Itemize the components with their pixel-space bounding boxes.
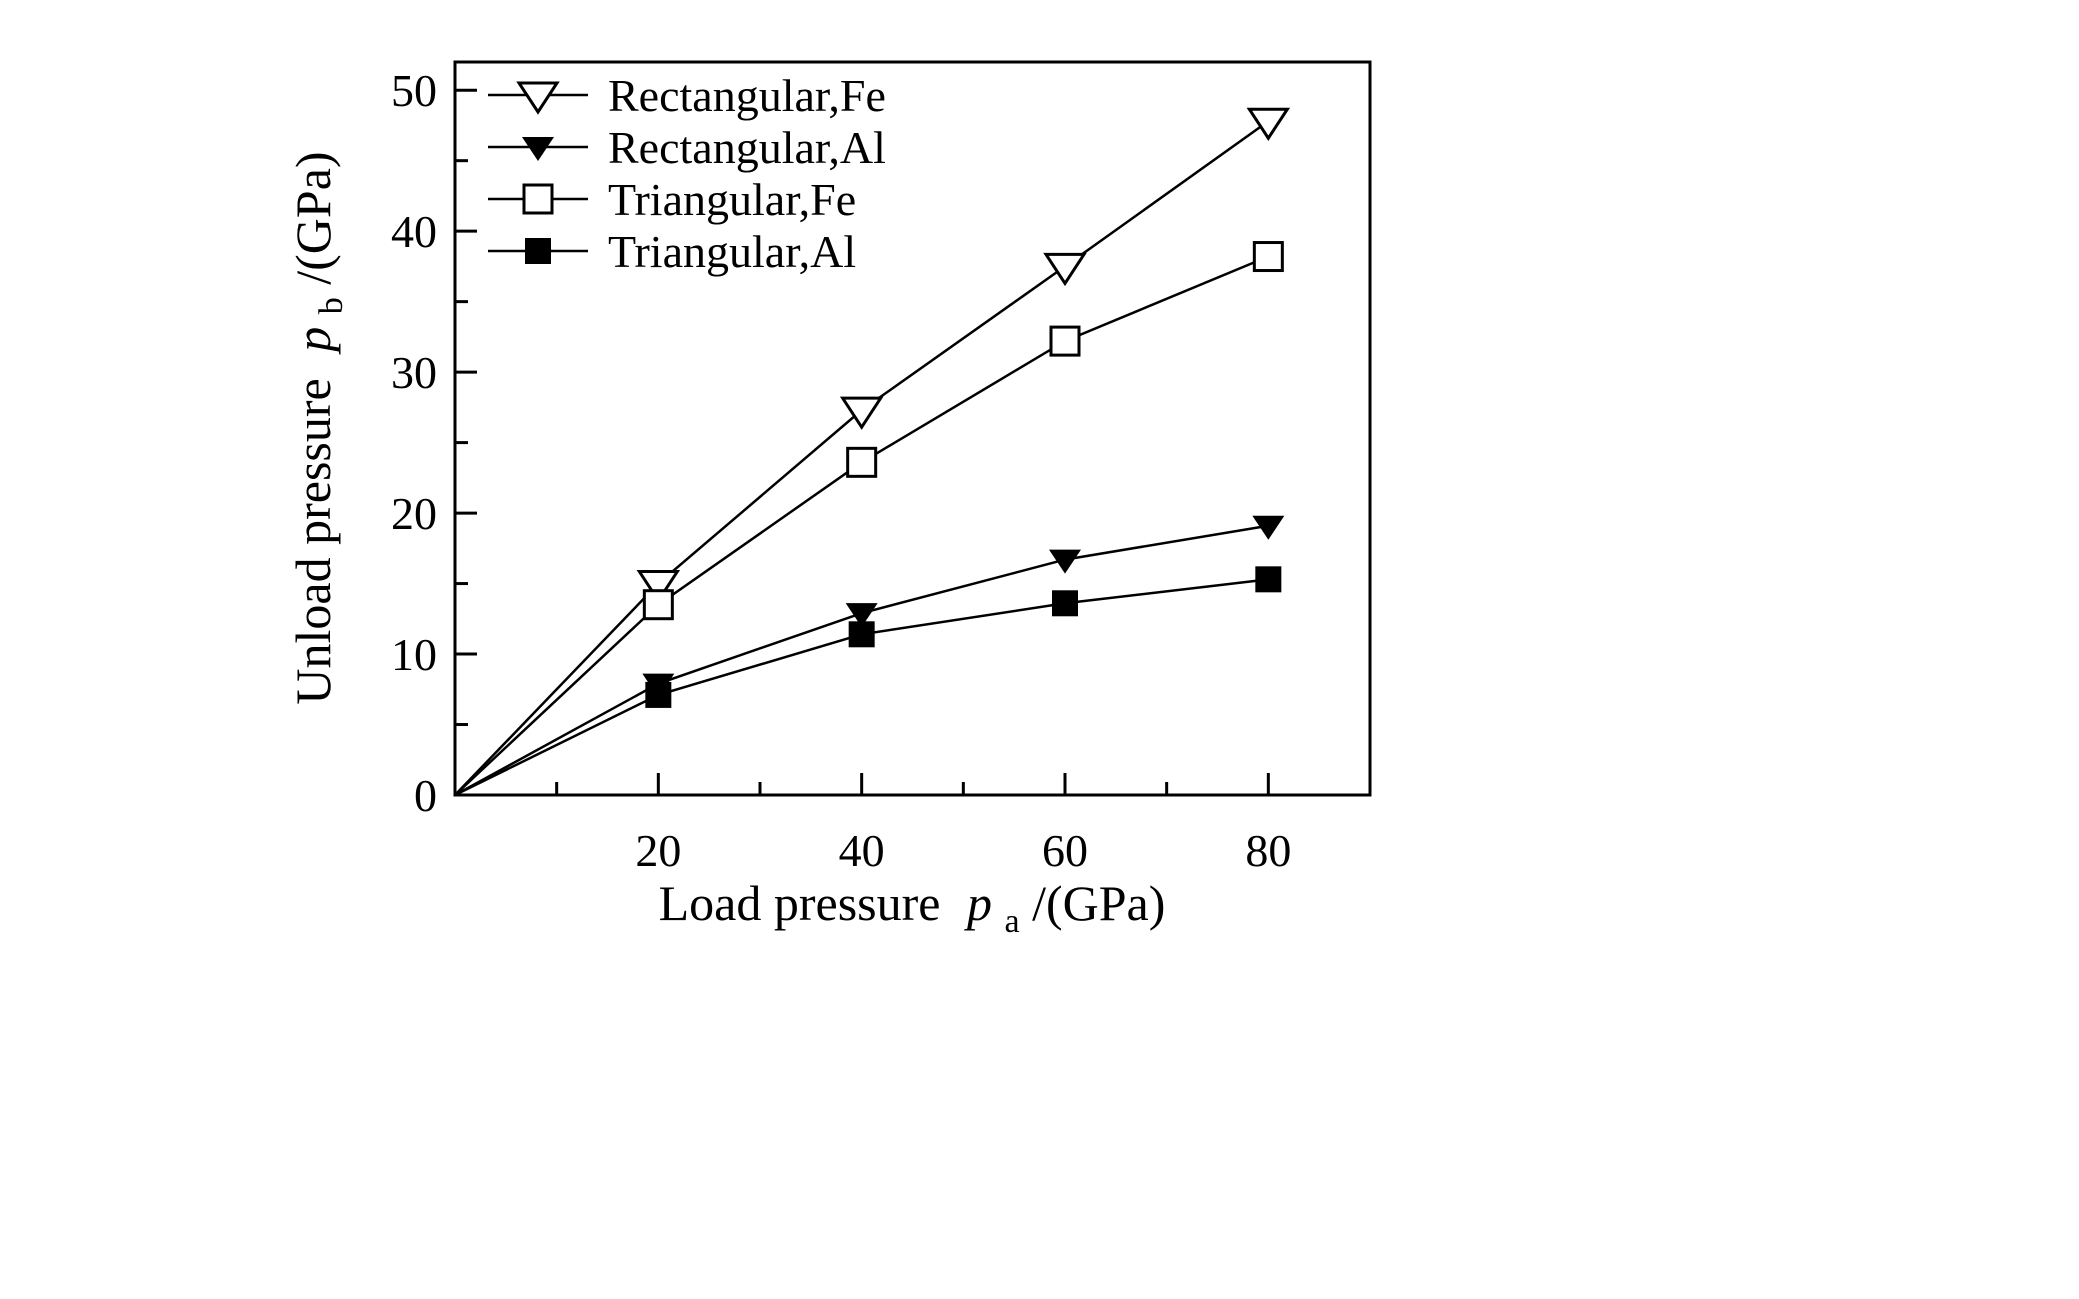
legend-label-rectangular-fe: Rectangular,Fe	[608, 70, 886, 121]
y-axis-label-prefix: Unload pressure	[285, 378, 341, 704]
square-filled-marker	[645, 681, 672, 708]
square-filled-marker	[1255, 566, 1282, 593]
legend-label-triangular-al: Triangular,Al	[608, 226, 856, 277]
y-tick-label: 30	[391, 347, 437, 398]
triangle-down-filled-marker	[845, 603, 878, 628]
plot-series-markers	[636, 107, 1291, 708]
triangle-down-open-marker	[636, 570, 681, 604]
x-axis-label-prefix: Load pressure	[659, 875, 941, 931]
y-tick-label: 20	[391, 488, 437, 539]
legend-label-triangular-fe: Triangular,Fe	[608, 174, 856, 225]
plot-border	[453, 60, 1372, 797]
square-filled-marker	[525, 238, 551, 264]
y-axis-label-subscript: b	[313, 297, 350, 314]
y-axis-label-suffix: /(GPa)	[285, 151, 341, 284]
triangle-down-filled-marker	[1252, 515, 1285, 540]
square-open-marker	[846, 446, 878, 478]
square-filled-marker	[1052, 590, 1078, 617]
legend-marker-samples	[488, 81, 588, 264]
axis-tick-labels: 20 40 60 80 0 10 20 30 40 50	[391, 65, 1291, 876]
y-tick-label: 40	[391, 206, 437, 257]
square-open-marker	[1049, 325, 1081, 357]
x-axis-label: Load pressure p a /(GPa)	[659, 875, 1166, 943]
y-axis-label: Unload pressure p b /(GPa)	[285, 151, 353, 704]
legend-label-rectangular-al: Rectangular,Al	[608, 122, 886, 173]
y-axis-label-symbol: p	[285, 327, 341, 355]
series-line	[454, 524, 1269, 797]
x-tick-label: 40	[839, 825, 885, 876]
x-tick-label: 80	[1245, 825, 1291, 876]
axis-ticks	[455, 88, 1372, 797]
square-open-marker	[642, 589, 674, 621]
x-axis-label-symbol: p	[964, 875, 992, 931]
triangle-down-filled-marker	[522, 137, 554, 161]
x-axis-label-subscript: a	[1004, 903, 1019, 940]
square-filled-marker	[848, 621, 875, 648]
triangle-down-open-marker	[1246, 107, 1291, 141]
triangle-down-open-marker	[1043, 252, 1087, 287]
square-open-marker	[522, 183, 554, 215]
triangle-down-open-marker	[839, 396, 884, 430]
y-tick-label: 10	[391, 629, 437, 680]
triangle-down-filled-marker	[1049, 549, 1081, 574]
square-open-marker	[1252, 241, 1284, 273]
legend: Rectangular,Fe Rectangular,Al Triangular…	[488, 70, 886, 277]
x-tick-label: 60	[1042, 825, 1088, 876]
triangle-down-open-marker	[516, 81, 560, 115]
y-tick-label: 0	[414, 770, 437, 821]
x-axis-label-suffix: /(GPa)	[1032, 875, 1165, 931]
series-line	[454, 255, 1269, 796]
x-tick-label: 20	[635, 825, 681, 876]
y-tick-label: 50	[391, 65, 437, 116]
